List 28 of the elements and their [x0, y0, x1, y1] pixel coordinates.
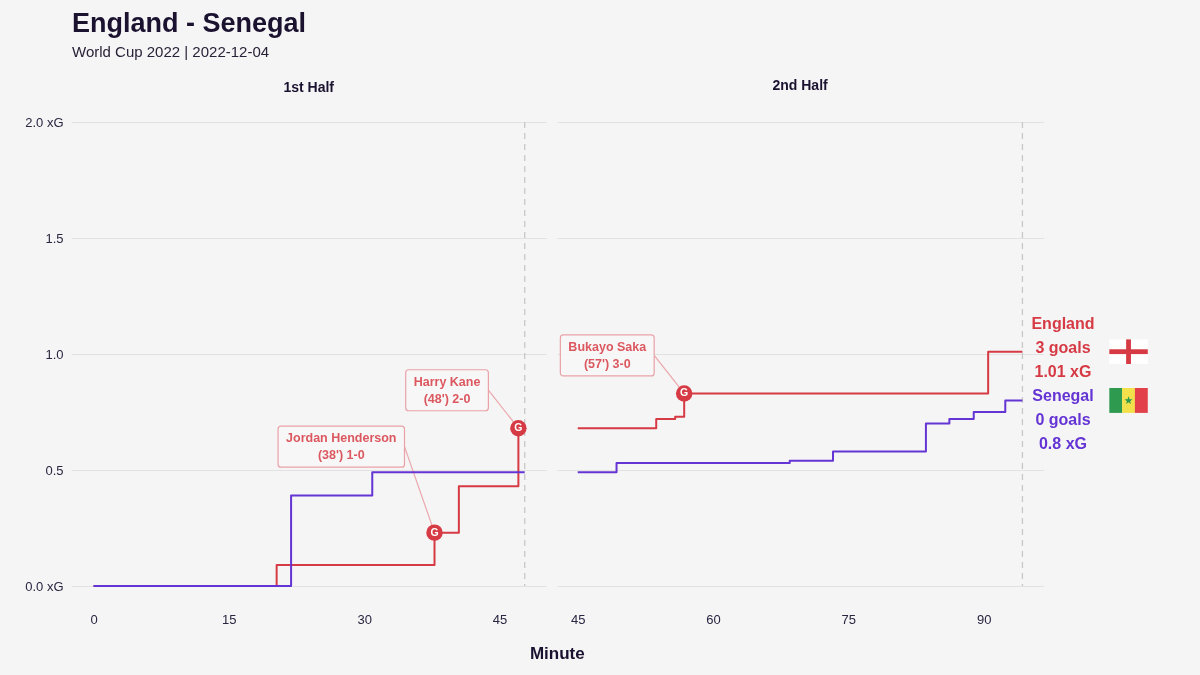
- series-label: England: [1031, 314, 1095, 332]
- series-label: Senegal: [1032, 386, 1094, 404]
- x-tick-label: 90: [976, 611, 992, 627]
- annotation: Bukayo Saka (57') 3-0: [568, 339, 648, 371]
- data-label: G: [680, 386, 689, 399]
- text: World Cup 2022 | 2022-12-04: [72, 42, 271, 62]
- x-tick-label: 45: [492, 611, 508, 627]
- data-label: 0 goals 0.8 xG: [1035, 410, 1091, 452]
- x-tick-label: 45: [571, 611, 586, 627]
- data-label: G: [430, 525, 439, 538]
- data-label: 3 goals 1.01 xG: [1034, 338, 1092, 380]
- y-tick-label: 1.5: [45, 230, 64, 246]
- y-tick-label: 0.0 xG: [25, 578, 64, 594]
- x-tick-label: 0: [90, 611, 98, 627]
- x-tick-label: 60: [706, 611, 721, 627]
- chart-title: 1st Half: [283, 79, 335, 95]
- y-tick-label: 2.0 xG: [25, 114, 64, 130]
- annotation: Jordan Henderson (38') 1-0: [286, 431, 397, 463]
- y-tick-label: 0.5: [45, 462, 64, 478]
- chart-title: 2nd Half: [772, 77, 829, 94]
- x-tick-label: 30: [357, 611, 372, 627]
- annotation: Harry Kane (48') 2-0: [413, 374, 481, 406]
- x-tick-label: 75: [841, 611, 857, 627]
- data-label: G: [514, 421, 523, 434]
- x-tick-label: 15: [222, 611, 237, 627]
- text: England - Senegal: [72, 8, 307, 39]
- y-tick-label: 1.0: [45, 346, 64, 362]
- x-axis-title: Minute: [529, 643, 585, 663]
